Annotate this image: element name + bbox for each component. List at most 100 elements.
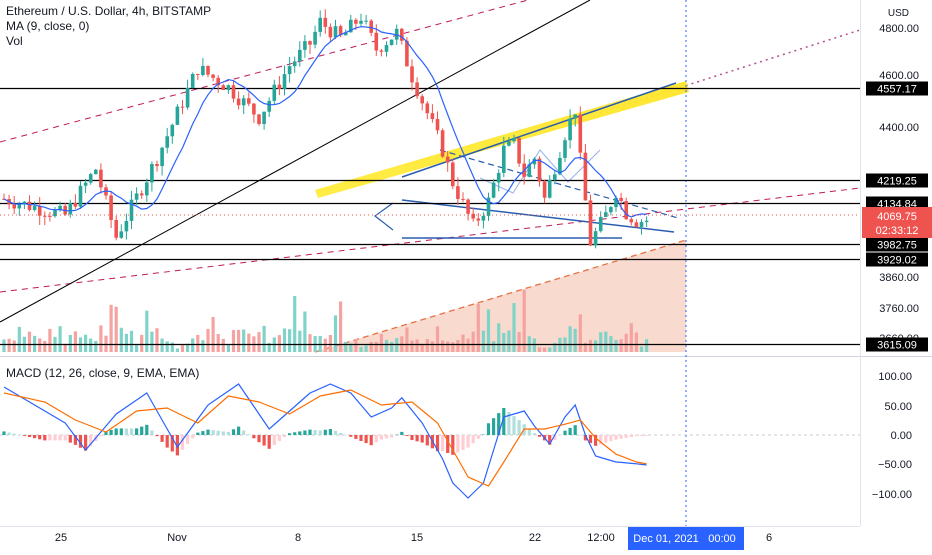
candle-body[interactable]: [440, 130, 445, 157]
candle-body[interactable]: [165, 136, 169, 148]
macd-histogram-bar[interactable]: [180, 435, 185, 450]
candle-body[interactable]: [379, 50, 384, 52]
volume-bar[interactable]: [588, 339, 593, 352]
macd-histogram-bar[interactable]: [196, 432, 200, 435]
macd-histogram-bar[interactable]: [206, 429, 210, 435]
macd-histogram-bar[interactable]: [78, 435, 83, 448]
macd-histogram-bar[interactable]: [313, 430, 317, 435]
volume-bar[interactable]: [537, 347, 542, 352]
ma-line[interactable]: [3, 26, 647, 218]
macd-histogram-bar[interactable]: [226, 432, 230, 435]
macd-histogram-bar[interactable]: [471, 435, 475, 444]
volume-bar[interactable]: [517, 332, 521, 352]
volume-bar[interactable]: [7, 338, 11, 352]
macd-histogram-bar[interactable]: [553, 435, 557, 441]
candle-body[interactable]: [48, 215, 52, 217]
volume-bar[interactable]: [201, 340, 205, 352]
candle-body[interactable]: [119, 231, 124, 238]
macd-histogram-bar[interactable]: [114, 428, 118, 435]
volume-bar[interactable]: [502, 333, 506, 352]
candle-body[interactable]: [88, 174, 93, 183]
volume-bar[interactable]: [323, 338, 327, 352]
volume-bar[interactable]: [99, 325, 103, 352]
macd-histogram-bar[interactable]: [563, 430, 567, 435]
volume-bar[interactable]: [288, 329, 292, 352]
time-axis[interactable]: 25 Nov 8 15 22 12:00 6: [55, 532, 772, 544]
macd-histogram-bar[interactable]: [186, 435, 190, 444]
volume-bar[interactable]: [27, 331, 32, 352]
macd-histogram-bar[interactable]: [374, 435, 378, 443]
candle-body[interactable]: [563, 140, 567, 158]
candle-body[interactable]: [139, 193, 144, 196]
candle-body[interactable]: [262, 111, 266, 124]
macd-histogram-bar[interactable]: [639, 435, 644, 436]
candle-body[interactable]: [73, 203, 78, 207]
candle-body[interactable]: [359, 20, 363, 24]
macd-histogram-bar[interactable]: [145, 424, 149, 435]
macd-histogram-bar[interactable]: [517, 420, 521, 435]
vol-legend[interactable]: Vol: [6, 34, 23, 48]
macd-histogram-bar[interactable]: [446, 435, 450, 453]
symbol-title[interactable]: Ethereum / U.S. Dollar, 4h, BITSTAMP: [6, 4, 212, 18]
volume-bar[interactable]: [594, 340, 598, 352]
candle-body[interactable]: [486, 197, 491, 216]
candle-body[interactable]: [349, 19, 353, 33]
volume-bar[interactable]: [247, 333, 251, 352]
volume-bar[interactable]: [364, 345, 368, 352]
long-trendline[interactable]: [0, 0, 591, 323]
macd-histogram-bar[interactable]: [38, 435, 42, 440]
volume-bar[interactable]: [435, 326, 440, 352]
candle-body[interactable]: [53, 209, 57, 217]
macd-histogram-bar[interactable]: [63, 435, 67, 441]
candle-body[interactable]: [68, 203, 73, 215]
macd-histogram-bar[interactable]: [532, 433, 536, 435]
macd-histogram-bar[interactable]: [537, 435, 542, 437]
candle-body[interactable]: [43, 215, 47, 217]
volume-bar[interactable]: [415, 339, 419, 352]
macd-histogram-bar[interactable]: [568, 427, 572, 435]
macd-histogram-bar[interactable]: [645, 435, 649, 436]
wedge-upper[interactable]: [401, 199, 675, 233]
signal-line[interactable]: [3, 389, 647, 487]
macd-histogram-bar[interactable]: [415, 435, 419, 442]
volume-bar[interactable]: [481, 330, 485, 352]
macd-histogram-bar[interactable]: [395, 434, 399, 436]
candle-body[interactable]: [196, 74, 200, 76]
volume-bar[interactable]: [344, 341, 348, 352]
macd-histogram-bar[interactable]: [17, 434, 21, 436]
candle-body[interactable]: [405, 40, 409, 67]
volume-bar[interactable]: [58, 326, 62, 352]
candle-body[interactable]: [614, 197, 618, 208]
volume-bar[interactable]: [38, 338, 42, 352]
candle-body[interactable]: [502, 145, 506, 173]
volume-bar[interactable]: [237, 329, 241, 352]
volume-bar[interactable]: [497, 323, 501, 352]
volume-bar[interactable]: [282, 328, 287, 352]
macd-histogram-bar[interactable]: [160, 435, 164, 442]
candle-body[interactable]: [27, 201, 32, 210]
candle-body[interactable]: [583, 152, 588, 201]
volume-bar[interactable]: [441, 340, 445, 352]
macd-histogram-bar[interactable]: [420, 435, 424, 443]
candle-body[interactable]: [588, 200, 593, 246]
volume-bar[interactable]: [568, 326, 572, 352]
candle-body[interactable]: [639, 222, 644, 227]
volume-bar[interactable]: [583, 342, 587, 352]
candle-body[interactable]: [558, 157, 562, 175]
candle-body[interactable]: [491, 182, 496, 198]
volume-bar[interactable]: [512, 303, 516, 352]
volume-bar[interactable]: [308, 334, 312, 352]
candle-body[interactable]: [12, 204, 16, 209]
volume-bar[interactable]: [277, 335, 281, 352]
candle-body[interactable]: [298, 49, 302, 62]
macd-histogram-bar[interactable]: [22, 435, 26, 436]
macd-histogram-bar[interactable]: [527, 428, 531, 435]
macd-histogram-bar[interactable]: [99, 435, 103, 437]
volume-bar[interactable]: [466, 338, 470, 352]
volume-bar[interactable]: [379, 333, 383, 352]
candle-body[interactable]: [451, 162, 455, 187]
volume-bar[interactable]: [532, 338, 536, 352]
macd-histogram-bar[interactable]: [512, 416, 516, 435]
macd-histogram-bar[interactable]: [2, 431, 6, 435]
candle-body[interactable]: [287, 66, 292, 75]
